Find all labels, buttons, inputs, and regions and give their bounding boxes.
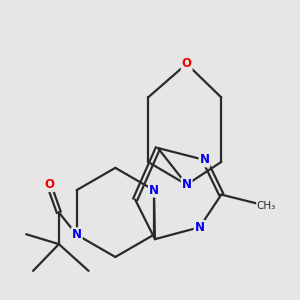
Text: O: O (182, 57, 192, 70)
Text: O: O (44, 178, 54, 191)
Text: N: N (200, 153, 209, 167)
Text: N: N (194, 221, 205, 234)
Text: N: N (149, 184, 159, 196)
Text: N: N (182, 178, 192, 191)
Text: CH₃: CH₃ (257, 201, 276, 211)
Text: N: N (72, 228, 82, 241)
